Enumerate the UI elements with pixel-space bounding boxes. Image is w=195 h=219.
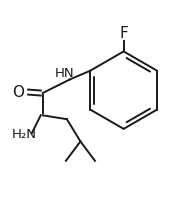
Text: HN: HN (55, 67, 75, 80)
Text: F: F (119, 26, 128, 41)
Text: O: O (12, 85, 24, 100)
Text: H₂N: H₂N (12, 128, 37, 141)
